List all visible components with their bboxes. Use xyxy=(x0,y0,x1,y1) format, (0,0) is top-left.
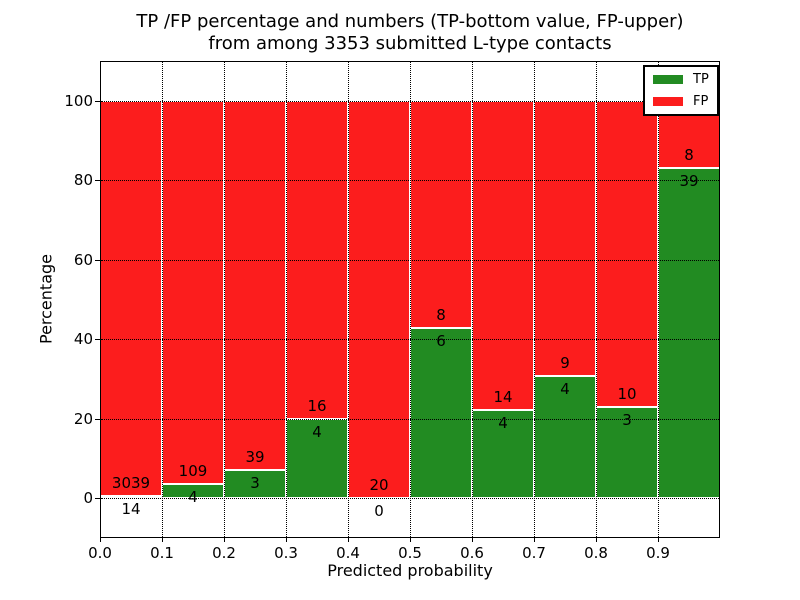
bar-fp-segment xyxy=(472,100,534,410)
x-tick-label: 0.9 xyxy=(646,544,670,562)
tp-count-label: 0 xyxy=(374,502,384,521)
y-tick-mark xyxy=(95,418,100,420)
fp-count-label: 14 xyxy=(493,387,513,406)
x-tick-mark xyxy=(100,538,101,542)
bar-fp-segment xyxy=(224,100,286,470)
tp-count-label: 3 xyxy=(622,410,632,429)
fp-count-label: 8 xyxy=(436,305,446,324)
fp-count-label: 109 xyxy=(178,462,208,481)
bar-tp-segment xyxy=(658,168,720,499)
x-tick-mark xyxy=(596,538,597,542)
legend: TP FP xyxy=(643,65,719,116)
tp-count-label: 3 xyxy=(250,473,260,492)
x-tick-label: 0.1 xyxy=(150,544,174,562)
legend-item-tp: TP xyxy=(653,72,709,87)
x-tick-mark xyxy=(472,538,473,542)
gridline-vertical xyxy=(596,62,597,537)
x-tick-label: 0.6 xyxy=(460,544,484,562)
x-tick-mark xyxy=(534,538,535,542)
y-tick-label: 100 xyxy=(64,91,93,110)
x-tick-mark xyxy=(286,538,287,542)
y-tick-mark xyxy=(95,339,100,341)
x-tick-mark xyxy=(224,538,225,542)
legend-swatch-fp xyxy=(653,97,683,106)
y-tick-mark xyxy=(95,180,100,182)
fp-count-label: 10 xyxy=(617,384,637,403)
fp-count-label: 3039 xyxy=(111,474,151,493)
legend-label-tp: TP xyxy=(693,72,709,87)
bar-fp-segment xyxy=(410,100,472,328)
fp-count-label: 39 xyxy=(245,447,265,466)
x-tick-mark xyxy=(658,538,659,542)
bar-fp-segment xyxy=(534,100,596,376)
fp-count-label: 8 xyxy=(684,146,694,165)
x-tick-label: 0.4 xyxy=(336,544,360,562)
bar-tp-segment xyxy=(534,375,596,499)
legend-swatch-tp xyxy=(653,75,683,84)
y-tick-label: 0 xyxy=(83,489,93,508)
x-tick-label: 0.5 xyxy=(398,544,422,562)
fp-count-label: 16 xyxy=(307,396,327,415)
bar-fp-segment xyxy=(348,100,410,499)
y-tick-label: 80 xyxy=(73,171,93,190)
x-tick-mark xyxy=(162,538,163,542)
x-tick-label: 0.2 xyxy=(212,544,236,562)
bar-tp-segment xyxy=(410,327,472,499)
legend-item-fp: FP xyxy=(653,94,709,109)
x-axis-label: Predicted probability xyxy=(327,561,493,580)
y-tick-label: 20 xyxy=(73,409,93,428)
bar-fp-segment xyxy=(100,100,162,497)
gridline-vertical xyxy=(162,62,163,537)
chart-title-line1: TP /FP percentage and numbers (TP-bottom… xyxy=(136,11,684,32)
x-tick-label: 0.7 xyxy=(522,544,546,562)
gridline-vertical xyxy=(658,62,659,537)
bar-fp-segment xyxy=(162,100,224,485)
x-tick-mark xyxy=(410,538,411,542)
chart-title: TP /FP percentage and numbers (TP-bottom… xyxy=(100,11,720,55)
x-tick-mark xyxy=(348,538,349,542)
y-tick-label: 60 xyxy=(73,250,93,269)
gridline-vertical xyxy=(224,62,225,537)
tp-count-label: 4 xyxy=(188,488,198,507)
y-tick-mark xyxy=(95,259,100,261)
tp-count-label: 4 xyxy=(560,379,570,398)
fp-count-label: 9 xyxy=(560,353,570,372)
y-tick-mark xyxy=(95,100,100,102)
tp-count-label: 4 xyxy=(498,413,508,432)
gridline-vertical xyxy=(348,62,349,537)
tp-count-label: 4 xyxy=(312,422,322,441)
tp-count-label: 39 xyxy=(679,172,699,191)
gridline-vertical xyxy=(286,62,287,537)
y-tick-label: 40 xyxy=(73,330,93,349)
x-tick-label: 0.8 xyxy=(584,544,608,562)
tp-count-label: 6 xyxy=(436,331,446,350)
fp-count-label: 20 xyxy=(369,476,389,495)
gridline-vertical xyxy=(534,62,535,537)
x-tick-label: 0.0 xyxy=(88,544,112,562)
tp-count-label: 14 xyxy=(121,500,141,519)
chart-title-line2: from among 3353 submitted L-type contact… xyxy=(208,33,612,54)
bar-fp-segment xyxy=(596,100,658,407)
bar-tp-segment xyxy=(596,406,658,499)
legend-label-fp: FP xyxy=(693,94,709,109)
gridline-vertical xyxy=(472,62,473,537)
x-tick-label: 0.3 xyxy=(274,544,298,562)
y-tick-mark xyxy=(95,498,100,500)
gridline-vertical xyxy=(410,62,411,537)
